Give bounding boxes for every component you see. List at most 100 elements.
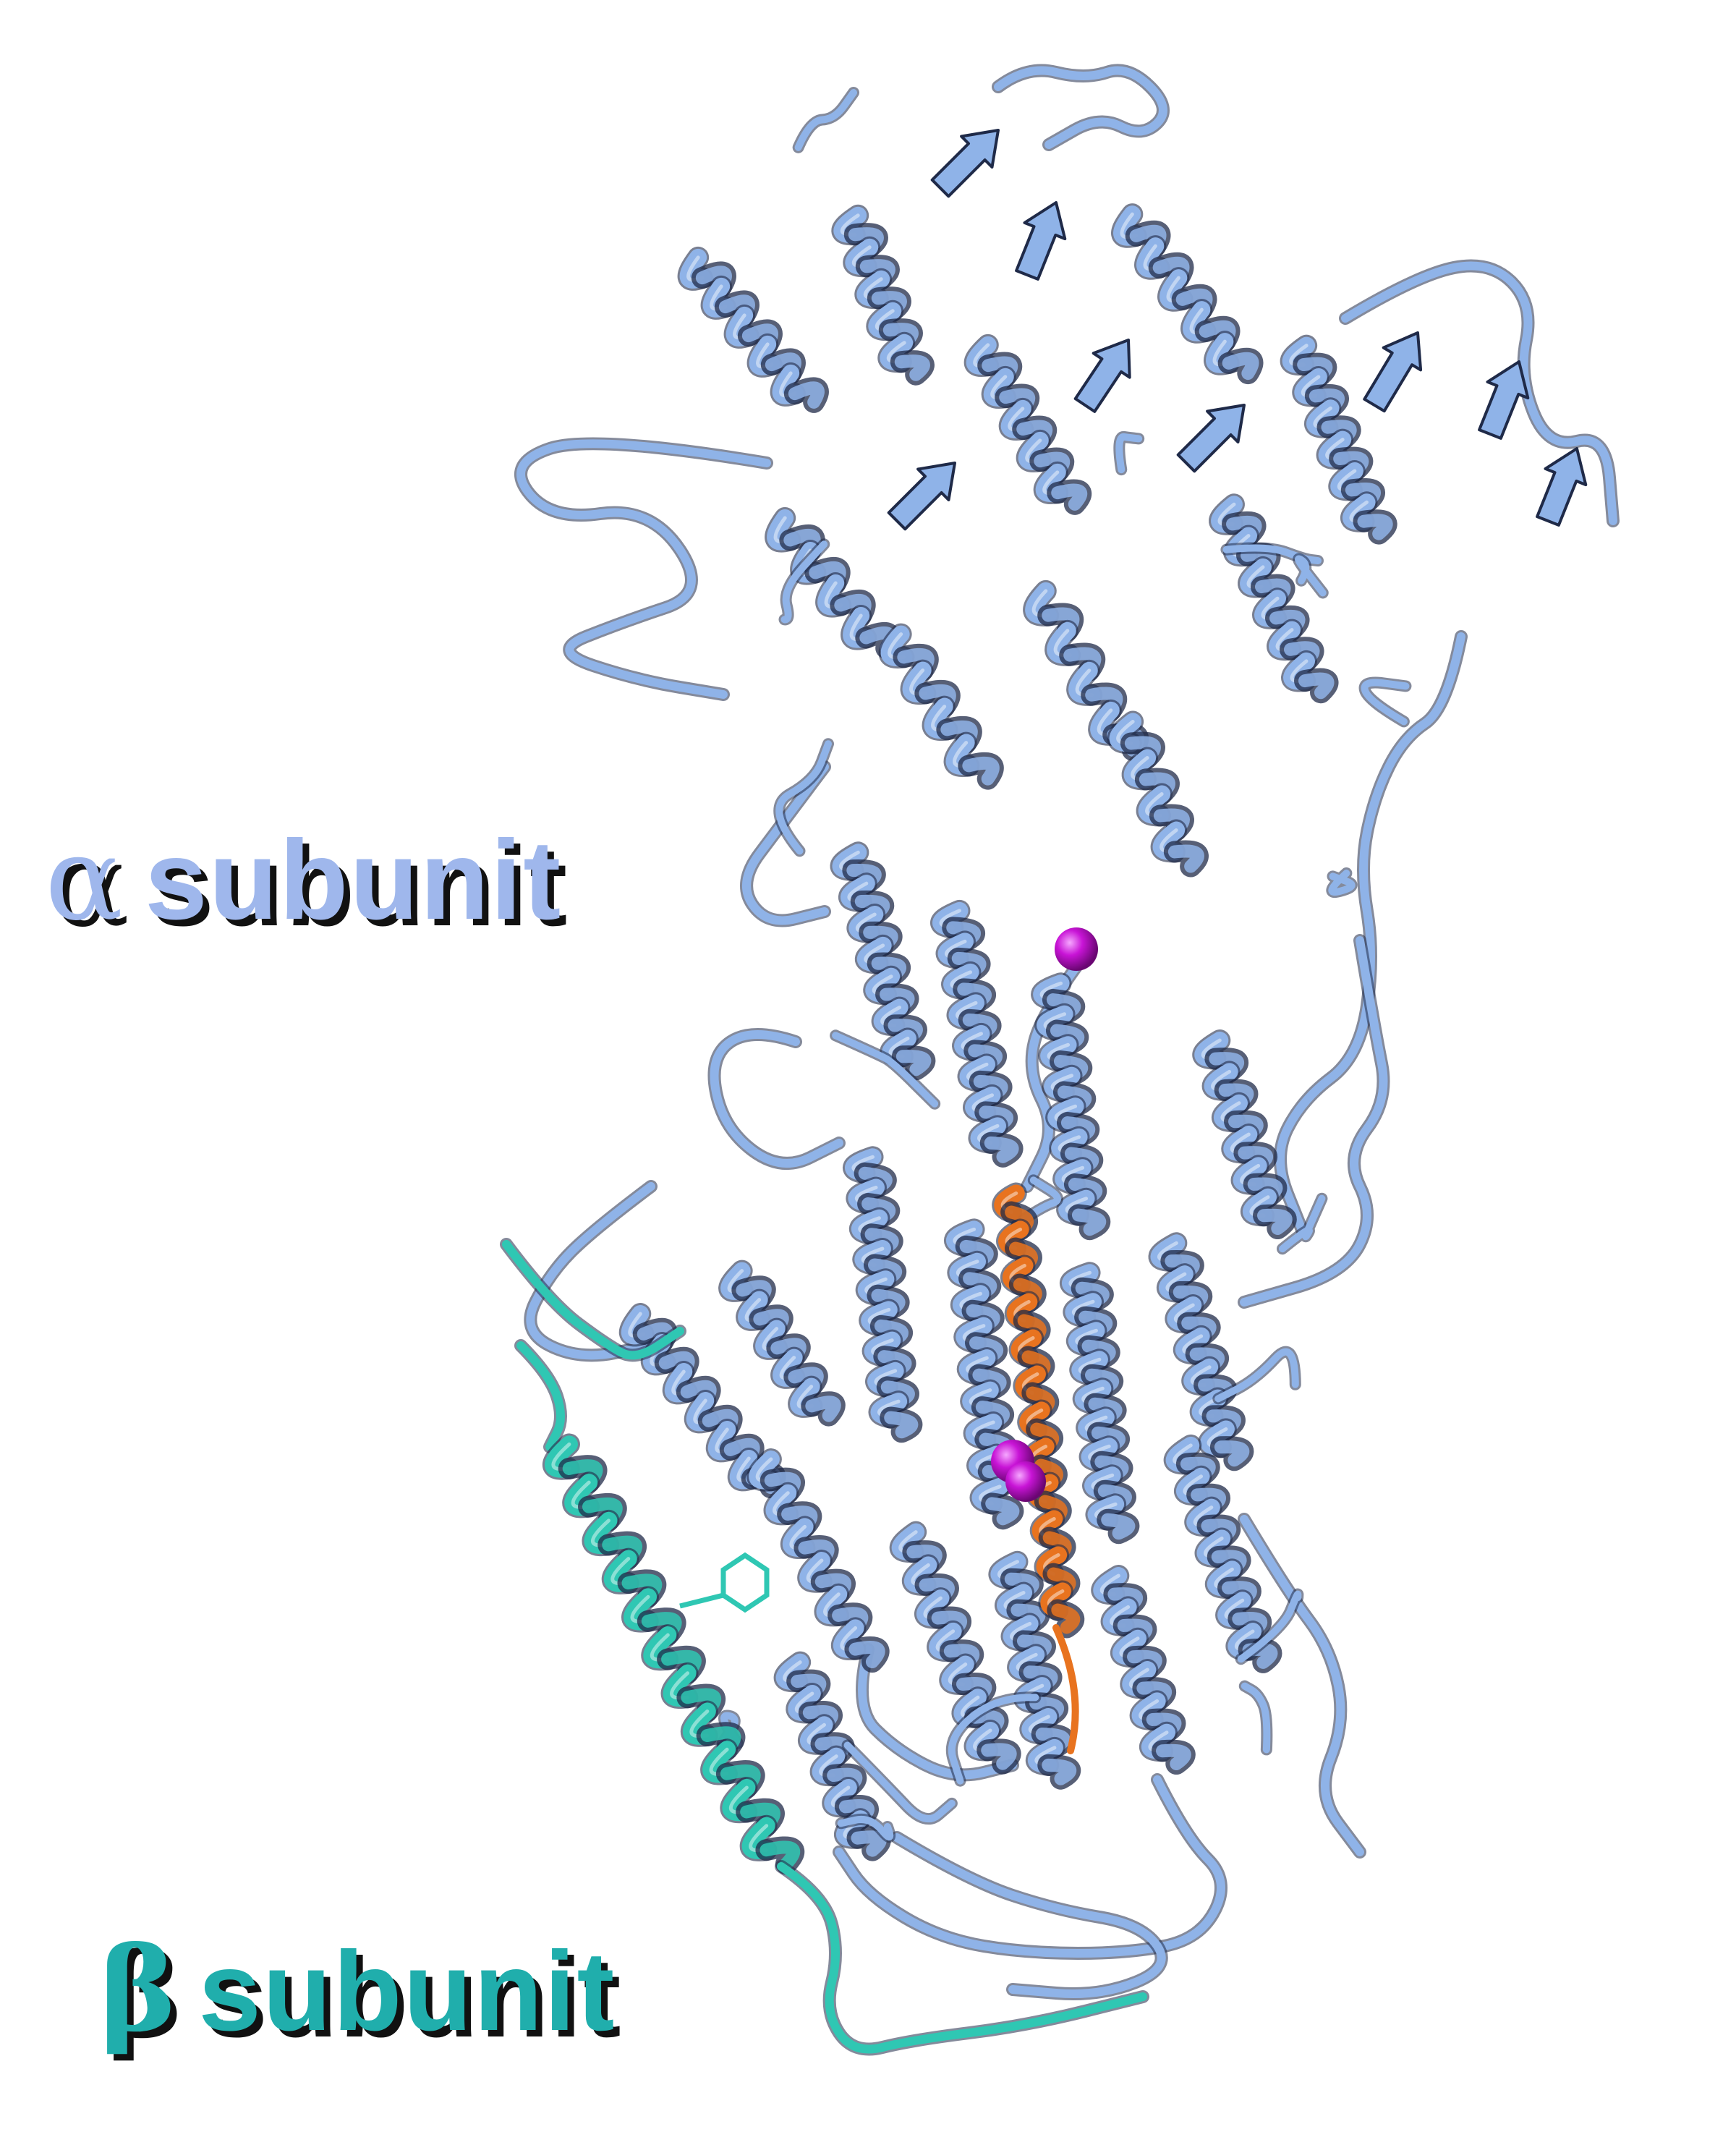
beta-side-chain-ring (720, 1552, 770, 1613)
alpha-helix-10 (830, 841, 936, 1081)
beta-subunit-text: subunit (198, 1929, 616, 2055)
alpha-helix-19 (718, 1260, 846, 1427)
alpha-helix-17 (1163, 1434, 1282, 1673)
alpha-fragment-1 (1278, 1194, 1326, 1253)
alpha-subunit-ribbon (514, 64, 1620, 2000)
alpha-helix-0 (677, 246, 829, 413)
alpha-fragment-11 (843, 1741, 956, 1823)
alpha-helix-12-turn (1071, 1208, 1107, 1236)
beta-helix-turn (760, 1840, 800, 1871)
alpha-sheet-5 (1536, 447, 1588, 527)
beta-subunit-label: β subunit (100, 1932, 616, 2048)
alpha-helix-4 (1209, 493, 1339, 704)
alpha-helix-5-turn (1357, 514, 1393, 540)
alpha-helix-20-turn (848, 1641, 885, 1669)
alpha-fragment-9 (1295, 555, 1327, 597)
alpha-fragment-15 (1214, 1348, 1299, 1403)
alpha-loop-1 (994, 66, 1167, 149)
alpha-helix-23 (1091, 1565, 1196, 1775)
beta-loop-n (516, 1341, 565, 1451)
alpha-sheet-2 (1176, 404, 1246, 473)
alpha-fragment-13 (948, 1694, 1039, 1785)
alpha-loop-2 (1341, 261, 1617, 525)
alpha-loop-4 (1240, 936, 1388, 1307)
alpha-fragment-10 (775, 740, 832, 855)
alpha-fragment-20 (1237, 1590, 1302, 1663)
alpha-helix-7-turn (962, 756, 1000, 786)
alpha-loop-7-edge (707, 1028, 846, 1170)
alpha-helix-14 (943, 1218, 1024, 1530)
alpha-loop-0-edge (514, 437, 773, 701)
alpha-helix-18 (618, 1303, 786, 1499)
beta-subunit-ribbon (500, 1238, 1149, 2056)
alpha-helix-23-turn (1156, 1743, 1191, 1771)
alpha-loop-8 (526, 1182, 655, 1360)
alpha-loop-9 (1240, 1515, 1364, 1856)
alpha-helix-16-turn (1214, 1440, 1250, 1467)
alpha-fragment-5 (780, 540, 828, 624)
alpha-sheet-3 (1363, 331, 1423, 413)
ligand-coil (992, 1182, 1084, 1639)
alpha-sheet-7 (887, 462, 956, 531)
alpha-helix-3-turn (1222, 352, 1259, 381)
alpha-helix-24-turn (851, 1830, 887, 1857)
ligand-coil-turn (1051, 1603, 1081, 1634)
ion-sphere-upper (1055, 927, 1098, 971)
alpha-loop-5-edge (833, 1773, 1227, 1960)
alpha-helix-9-turn (1167, 844, 1204, 873)
beta-loop-c (777, 1862, 1147, 2054)
alpha-symbol: α (45, 811, 125, 946)
alpha-helix-3 (1111, 203, 1264, 385)
alpha-loop-10 (742, 763, 829, 925)
beta-helix (542, 1433, 804, 1875)
alpha-helix-19-turn (805, 1396, 841, 1422)
alpha-helix-25-turn (1257, 1208, 1293, 1236)
alpha-helix-11 (930, 899, 1024, 1168)
alpha-helix-2 (963, 334, 1092, 515)
alpha-fragment-18 (1328, 870, 1356, 896)
alpha-helix-5 (1280, 334, 1397, 545)
alpha-fragment-21 (1115, 433, 1143, 474)
alpha-helix-21-turn (981, 1743, 1017, 1770)
alpha-helix-22 (988, 1550, 1081, 1790)
alpha-sheet-0 (930, 129, 1000, 198)
alpha-helix-20 (746, 1448, 890, 1673)
alpha-helix-7 (878, 623, 1004, 790)
beta-side-chain-link (679, 1592, 724, 1609)
ligand-tail (1052, 1624, 1079, 1754)
alpha-helix-24 (773, 1651, 891, 1861)
alpha-sheet-6 (1073, 339, 1131, 413)
alpha-helix-25 (1192, 1029, 1297, 1240)
alpha-helix-4-turn (1298, 672, 1335, 700)
alpha-loop-5 (835, 1775, 1225, 1958)
alpha-helix-2-turn (1051, 483, 1087, 511)
alpha-helix-15 (1059, 1262, 1140, 1545)
alpha-helix-9 (1107, 710, 1209, 878)
alpha-helix-14-turn (985, 1497, 1020, 1526)
alpha-helix-21 (889, 1521, 1021, 1775)
alpha-loop-6 (893, 1833, 1166, 1998)
alpha-loop-3 (1276, 632, 1465, 1234)
alpha-fragment-3 (832, 1032, 939, 1108)
alpha-loop-7 (710, 1030, 843, 1168)
alpha-subunit-text: subunit (145, 817, 563, 943)
alpha-helix-1 (831, 204, 935, 386)
ligand-strand (992, 1182, 1084, 1754)
alpha-helix-13-turn (884, 1411, 919, 1439)
alpha-fragment-14 (837, 1816, 894, 1840)
alpha-sheet-1 (1015, 201, 1067, 281)
beta-loop-top (502, 1240, 684, 1360)
alpha-helix-15-turn (1101, 1513, 1136, 1540)
ion-sphere-lower-2 (1005, 1461, 1046, 1502)
alpha-helix-22-turn (1042, 1758, 1077, 1785)
alpha-sheet-4 (1478, 360, 1530, 440)
alpha-subunit-label: α subunit (45, 821, 562, 938)
alpha-fragment-12 (794, 89, 858, 151)
beta-symbol: β (100, 1921, 179, 2057)
alpha-fragment-6 (1241, 1682, 1271, 1754)
alpha-helix-13 (842, 1146, 923, 1443)
alpha-fragment-4 (1361, 679, 1410, 726)
alpha-helix-12 (1031, 972, 1111, 1241)
alpha-helix-1-turn (894, 354, 930, 381)
